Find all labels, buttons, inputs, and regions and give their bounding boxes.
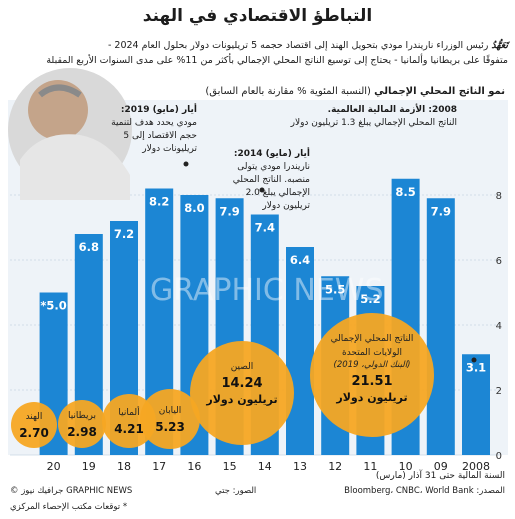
annotation-2014: أيار (مايو) 2014: ناريندرا مودي يتولى من…: [220, 148, 310, 213]
x-tick-label: 2008: [462, 460, 490, 473]
x-axis-title: السنة المالية حتى 31 آذار (مارس): [375, 471, 505, 481]
series-label: نمو الناتج المحلي الإجمالي (النسبة المئو…: [205, 86, 505, 97]
gdp-bubble-value: 5.23: [155, 420, 185, 434]
bar-value-label: 8.5: [395, 185, 415, 199]
bar-value-label: 7.9: [431, 204, 451, 218]
y-tick-label: 6: [496, 256, 502, 267]
gdp-bubble-value: 4.21: [114, 422, 144, 436]
gdp-bubble: [190, 341, 294, 445]
bar-value-label: 6.8: [79, 240, 99, 254]
photo-credit: الصور: جتي: [215, 486, 257, 496]
x-tick-label: 09: [434, 460, 448, 473]
gdp-bubble-country: بريطانيا: [68, 411, 96, 421]
bar-value-label: 8.0: [184, 201, 204, 215]
gdp-bubble-unit: تريليون دولار: [335, 391, 407, 404]
gdp-bubble-country: اليابان: [159, 406, 182, 416]
bar-value-label: 7.2: [114, 227, 134, 241]
gdp-bubbles: الناتج المحلي الإجمالي الولايات المتحدة (ا…: [11, 161, 477, 449]
annotation-marker: [183, 161, 189, 167]
bar-09: [426, 198, 455, 455]
bar-value-label: 8.2: [149, 195, 169, 209]
gdp-bubble-note: (البنك الدولي، 2019): [334, 360, 411, 370]
portrait-photo: [8, 68, 132, 200]
gdp-bubble-value: 2.70: [19, 426, 49, 440]
x-tick-label: 14: [258, 460, 272, 473]
x-tick-label: 12: [328, 460, 342, 473]
bar-value-label: 7.4: [255, 221, 275, 235]
y-tick-label: 4: [496, 321, 502, 332]
gdp-bubble: [140, 389, 200, 449]
subtitle-line2: متفوقًا على بريطانيا وألمانيا - يحتاج إل…: [46, 55, 508, 66]
series-label-rest: (النسبة المئوية % مقارنة بالعام السابق): [205, 86, 375, 97]
x-tick-label: 19: [82, 460, 96, 473]
annotation-2008-body: الناتج المحلي الإجمالي يبلغ 1.3 تريليون …: [290, 118, 457, 128]
page-title: التباطؤ الاقتصادي في الهند: [142, 6, 373, 26]
x-tick-label: 16: [187, 460, 201, 473]
gdp-bubble-country: ألمانيا: [118, 406, 139, 418]
bar-13: [286, 247, 314, 455]
annotation-2008-title: 2008: الأزمة المالية العالمية.: [327, 105, 457, 115]
gdp-bubble-value: 2.98: [67, 425, 97, 439]
footnote: * توقعات مكتب الإحصاء المركزي: [10, 502, 128, 512]
x-tick-label: 15: [223, 460, 237, 473]
gdp-bubble: [11, 402, 57, 448]
gdp-bubble-country: الصين: [231, 362, 254, 372]
axis-layer: 0 2 4 6 8 2008 09 10 11 12 13 14 15 16 17 18 19 20: [47, 191, 502, 473]
gdp-bubble: [102, 394, 156, 448]
bar-value-label: *5.0: [40, 299, 66, 313]
gdp-bubble-value: 21.51: [351, 374, 392, 389]
y-tick-label: 8: [496, 191, 502, 202]
x-tick-label: 10: [399, 460, 413, 473]
annotation-marker: [259, 187, 265, 193]
x-tick-label: 18: [117, 460, 131, 473]
source-text: المصدر: Bloomberg، CNBC، World Bank: [344, 486, 505, 496]
gdp-bubble-country: الهند: [26, 412, 43, 422]
gdp-bubbles-title: الناتج المحلي الإجمالي: [331, 334, 414, 344]
subtitle-line1: رئيس الوزراء ناريندرا مودي بتحويل الهند …: [107, 40, 492, 51]
gdp-bubble-unit: تريليون دولار: [205, 393, 277, 406]
x-tick-label: 20: [47, 460, 61, 473]
x-tick-label: 13: [293, 460, 307, 473]
gdp-bubble-value: 14.24: [221, 376, 262, 391]
annotation-2008: 2008: الأزمة المالية العالمية. الناتج ال…: [282, 104, 457, 130]
bar-value-label: 5.2: [360, 292, 380, 306]
subtitle: تَعَهُّدُ رئيس الوزراء ناريندرا مودي بتح…: [8, 38, 508, 68]
annotation-2019-title: أيار (مايو) 2019:: [120, 105, 197, 115]
y-tick-label: 0: [496, 451, 502, 462]
credit: © جرافيك نيوز GRAPHIC NEWS: [10, 486, 133, 496]
gdp-bubble: [310, 313, 434, 437]
bar-value-label: 5.5: [325, 282, 345, 296]
bar-value-label: 3.1: [466, 360, 486, 374]
watermark-text: GRAPHIC NEWS: [150, 273, 383, 308]
bar-value-label: 7.9: [219, 204, 239, 218]
annotation-2014-title: أيار (مايو) 2014:: [233, 149, 310, 159]
gdp-bubble: [58, 400, 106, 448]
bar-2008: [462, 354, 490, 455]
x-tick-label: 11: [363, 460, 377, 473]
gdp-bubble-country: الولايات المتحدة: [342, 348, 402, 358]
annotation-marker: [471, 357, 477, 363]
subtitle-lead: تَعَهُّدُ: [491, 40, 508, 51]
annotation-2019-body: مودي يحدد هدف لتنمية حجم الاقتصاد إلى 5 …: [111, 118, 197, 154]
y-tick-label: 2: [496, 386, 502, 397]
annotation-2014-body: ناريندرا مودي يتولى منصبه. الناتج المحلي…: [232, 162, 310, 211]
bar-value-label: 6.4: [290, 253, 310, 267]
annotation-2019: أيار (مايو) 2019: مودي يحدد هدف لتنمية ح…: [97, 104, 197, 156]
series-label-bold: نمو الناتج المحلي الإجمالي: [374, 86, 505, 97]
x-tick-label: 17: [152, 460, 166, 473]
